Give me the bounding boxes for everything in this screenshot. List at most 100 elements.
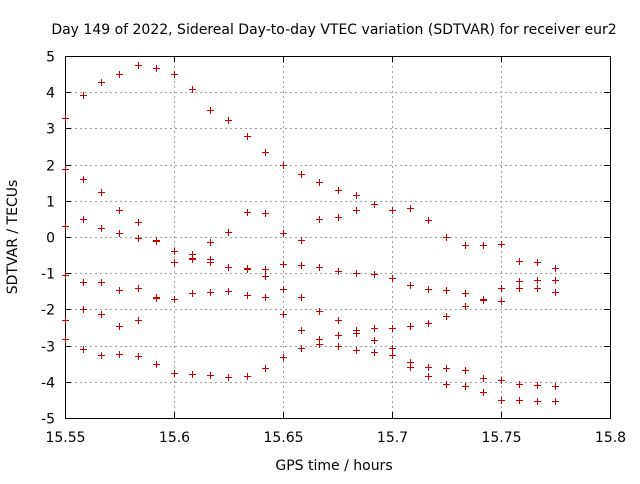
data-point-track-5: [225, 288, 232, 295]
data-point-track-6: [389, 352, 396, 359]
y-tick-label: 4: [46, 86, 55, 102]
data-point-track-2: [298, 262, 305, 269]
data-point-track-3: [207, 239, 214, 246]
data-point-track-1: [80, 92, 87, 99]
data-point-track-4: [498, 285, 505, 292]
data-point-track-2: [516, 285, 523, 292]
data-point-track-4: [443, 313, 450, 320]
data-point-track-4: [80, 279, 87, 286]
data-point-track-1: [353, 192, 360, 199]
data-point-track-1: [443, 234, 450, 241]
data-point-track-1: [280, 162, 287, 169]
chart-title: Day 149 of 2022, Sidereal Day-to-day VTE…: [51, 22, 616, 38]
data-point-track-2: [443, 287, 450, 294]
data-point-track-3: [225, 229, 232, 236]
data-point-track-2: [462, 290, 469, 297]
data-point-track-5: [62, 317, 69, 324]
data-point-track-1: [98, 79, 105, 86]
data-point-track-4: [98, 279, 105, 286]
y-tick-label: -2: [41, 303, 55, 319]
data-point-track-6: [189, 371, 196, 378]
data-point-track-1: [480, 242, 487, 249]
data-point-track-5: [552, 383, 559, 390]
data-point-track-6: [153, 361, 160, 368]
data-point-track-2: [335, 268, 342, 275]
data-point-track-4: [389, 325, 396, 332]
data-point-track-6: [534, 398, 541, 405]
data-point-track-6: [480, 389, 487, 396]
data-point-track-6: [225, 374, 232, 381]
data-point-track-2: [262, 273, 269, 280]
data-point-track-1: [262, 149, 269, 156]
data-point-track-1: [498, 241, 505, 248]
data-point-track-6: [280, 354, 287, 361]
data-point-track-5: [116, 323, 123, 330]
data-point-track-3: [135, 235, 142, 242]
y-tick-label: -1: [41, 267, 55, 283]
data-point-track-1: [244, 133, 251, 140]
data-point-track-5: [153, 295, 160, 302]
data-point-track-2: [116, 207, 123, 214]
data-point-track-5: [316, 308, 323, 315]
data-point-track-4: [462, 303, 469, 310]
data-point-track-5: [262, 294, 269, 301]
data-point-track-5: [135, 317, 142, 324]
x-tick-label: 15.7: [377, 430, 408, 446]
data-point-track-2: [80, 176, 87, 183]
data-point-track-4: [207, 259, 214, 266]
data-point-track-5: [462, 367, 469, 374]
data-point-track-4: [225, 264, 232, 271]
x-axis-label: GPS time / hours: [275, 458, 392, 474]
data-point-track-1: [189, 86, 196, 93]
x-tick-label: 15.8: [595, 430, 626, 446]
data-point-track-3: [80, 216, 87, 223]
data-point-track-6: [498, 397, 505, 404]
data-point-track-5: [335, 317, 342, 324]
data-point-track-3: [262, 210, 269, 217]
data-point-track-4: [62, 272, 69, 279]
data-point-track-5: [298, 294, 305, 301]
x-tick-label: 15.6: [159, 430, 190, 446]
data-point-track-3: [353, 207, 360, 214]
data-point-track-6: [80, 346, 87, 353]
data-point-track-2: [98, 189, 105, 196]
data-point-track-6: [425, 373, 432, 380]
data-point-track-6: [335, 343, 342, 350]
y-tick-label: -4: [41, 376, 55, 392]
data-point-track-6: [443, 381, 450, 388]
data-point-track-4: [262, 266, 269, 273]
data-point-track-6: [116, 351, 123, 358]
data-point-track-6: [62, 336, 69, 343]
data-point-track-1: [298, 171, 305, 178]
data-point-track-4: [189, 255, 196, 262]
data-point-track-1: [153, 65, 160, 72]
data-point-track-4: [116, 287, 123, 294]
data-point-track-1: [552, 265, 559, 272]
data-point-track-5: [371, 337, 378, 344]
data-point-track-5: [207, 289, 214, 296]
data-point-track-2: [135, 219, 142, 226]
data-point-track-1: [516, 258, 523, 265]
data-point-track-5: [425, 364, 432, 371]
data-point-track-2: [389, 275, 396, 282]
data-point-track-6: [135, 353, 142, 360]
data-point-track-6: [244, 373, 251, 380]
data-point-track-5: [171, 296, 178, 303]
plot-frame: [65, 56, 611, 419]
data-point-track-2: [534, 285, 541, 292]
data-point-track-1: [135, 62, 142, 69]
data-point-track-1: [225, 117, 232, 124]
y-tick-label: 5: [46, 50, 55, 66]
data-point-track-2: [371, 271, 378, 278]
data-point-track-5: [516, 381, 523, 388]
data-point-track-3: [316, 216, 323, 223]
data-point-track-3: [335, 214, 342, 221]
data-point-track-3: [171, 248, 178, 255]
data-point-track-6: [262, 365, 269, 372]
data-point-track-5: [244, 292, 251, 299]
data-point-track-4: [371, 325, 378, 332]
x-tick-label: 15.55: [45, 430, 85, 446]
data-point-track-3: [298, 237, 305, 244]
data-point-track-5: [389, 345, 396, 352]
